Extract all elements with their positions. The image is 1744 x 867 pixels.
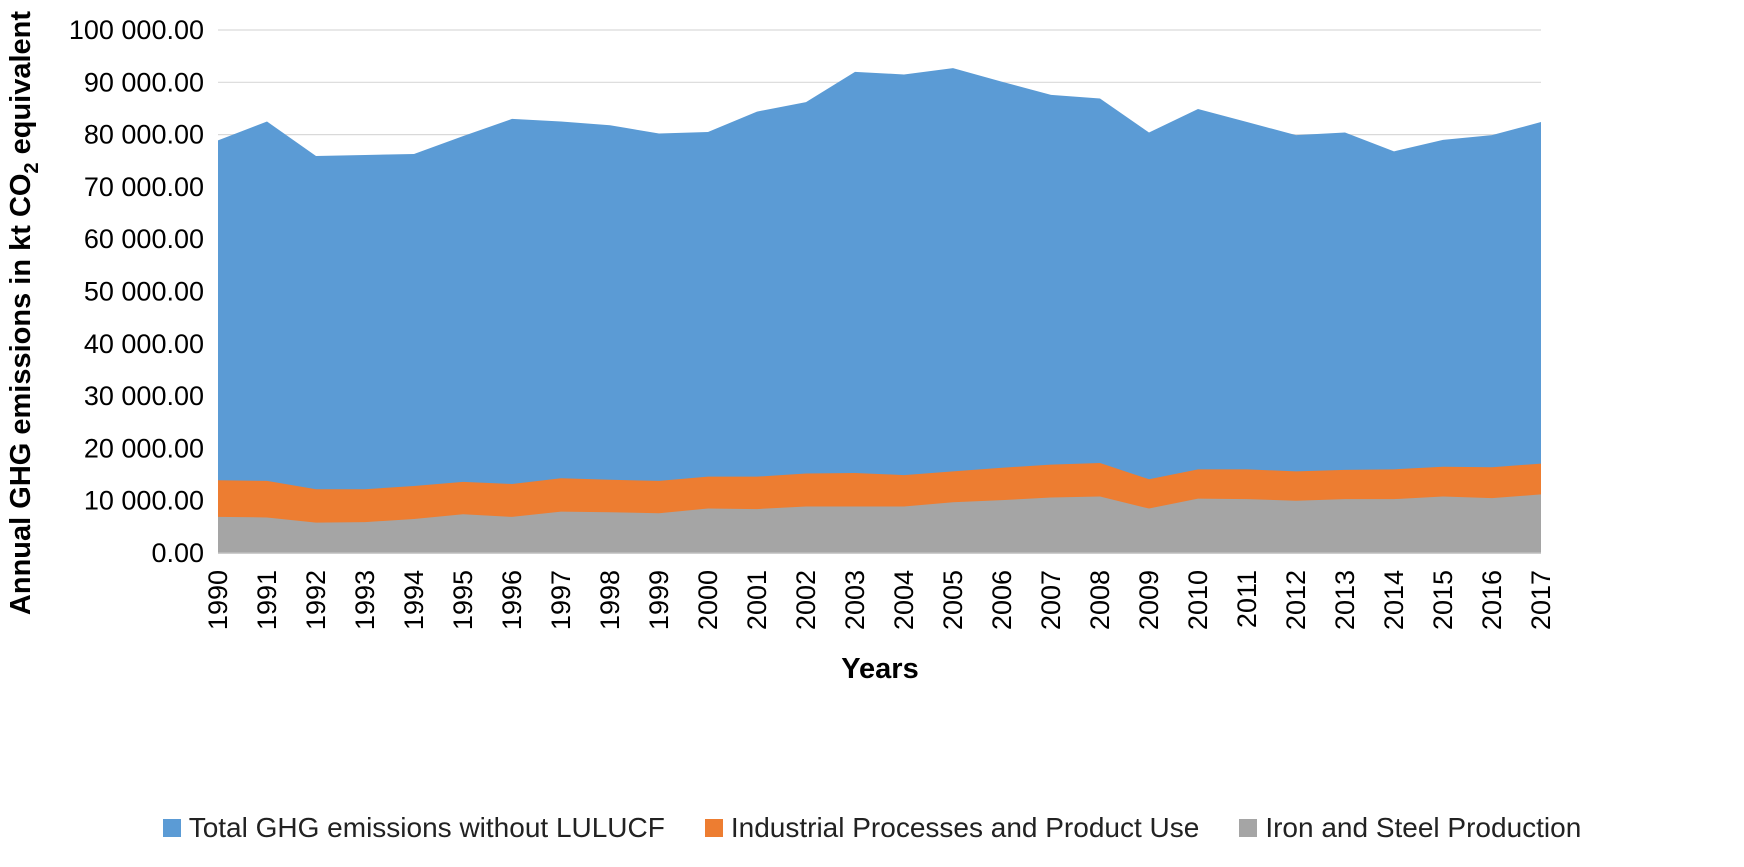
y-tick-label: 10 000.00	[84, 486, 204, 516]
x-tick-label: 2013	[1330, 570, 1360, 630]
x-tick-label: 2002	[791, 570, 821, 630]
x-tick-label: 2014	[1379, 570, 1409, 630]
legend-item: Total GHG emissions without LULUCF	[162, 812, 665, 844]
x-tick-label: 1991	[252, 570, 282, 630]
y-tick-label: 70 000.00	[84, 172, 204, 202]
x-tick-label: 1990	[203, 570, 233, 630]
x-tick-label: 2003	[840, 570, 870, 630]
x-tick-label: 2012	[1281, 570, 1311, 630]
y-axis-title: Annual GHG emissions in kt CO2 equivalen…	[5, 11, 43, 615]
area-series-3	[218, 494, 1541, 553]
area-series	[218, 68, 1541, 554]
legend-swatch	[1239, 819, 1258, 837]
chart: 0.00 10 000.00 20 000.00 30 000.00 40 000.00…	[5, 11, 1556, 685]
x-axis-title: Years	[841, 653, 918, 685]
legend-swatch	[704, 819, 723, 837]
x-tick-label: 1992	[301, 570, 331, 630]
x-tick-label: 2011	[1232, 570, 1262, 628]
y-tick-label: 30 000.00	[84, 381, 204, 411]
x-tick-label: 2016	[1477, 570, 1507, 630]
x-tick-label: 2007	[1036, 570, 1066, 630]
x-tick-label: 2001	[742, 570, 772, 630]
y-tick-label: 20 000.00	[84, 433, 204, 463]
legend-item: Industrial Processes and Product Use	[704, 812, 1200, 844]
y-tick-label: 0.00	[151, 538, 204, 568]
y-tick-label: 90 000.00	[84, 67, 204, 97]
x-tick-label: 2010	[1183, 570, 1213, 630]
legend-swatch	[162, 819, 181, 837]
area-series-1	[218, 68, 1541, 554]
x-tick-label: 2008	[1085, 570, 1115, 630]
x-tick-label: 1995	[448, 570, 478, 630]
x-tick-label: 2006	[987, 570, 1017, 630]
y-tick-label: 50 000.00	[84, 277, 204, 307]
x-tick-label: 2005	[938, 570, 968, 630]
x-tick-label: 2000	[693, 570, 723, 630]
x-tick-label: 2009	[1134, 570, 1164, 630]
legend: Total GHG emissions without LULUCF Indust…	[0, 808, 1744, 848]
y-axis-ticks: 0.00 10 000.00 20 000.00 30 000.00 40 000.00…	[69, 15, 204, 568]
y-tick-label: 40 000.00	[84, 329, 204, 359]
y-tick-label: 80 000.00	[84, 120, 204, 150]
x-tick-label: 1996	[497, 570, 527, 630]
legend-label: Iron and Steel Production	[1265, 812, 1582, 843]
y-tick-label: 60 000.00	[84, 224, 204, 254]
x-tick-label: 1997	[546, 570, 576, 630]
y-tick-label: 100 000.00	[69, 15, 204, 45]
x-tick-label: 2015	[1428, 570, 1458, 630]
x-axis-ticks: 1990 1991 1992 1993 1994 1995 1996 1997 1998 1999…	[203, 570, 1556, 630]
legend-label: Industrial Processes and Product Use	[730, 812, 1200, 843]
x-tick-label: 2004	[889, 570, 919, 630]
legend-label: Total GHG emissions without LULUCF	[188, 812, 665, 843]
x-tick-label: 1993	[350, 570, 380, 630]
x-tick-label: 1994	[399, 570, 429, 630]
legend-item: Iron and Steel Production	[1239, 812, 1581, 844]
x-tick-label: 1998	[595, 570, 625, 630]
x-tick-label: 1999	[644, 570, 674, 630]
x-tick-label: 2017	[1526, 570, 1556, 630]
